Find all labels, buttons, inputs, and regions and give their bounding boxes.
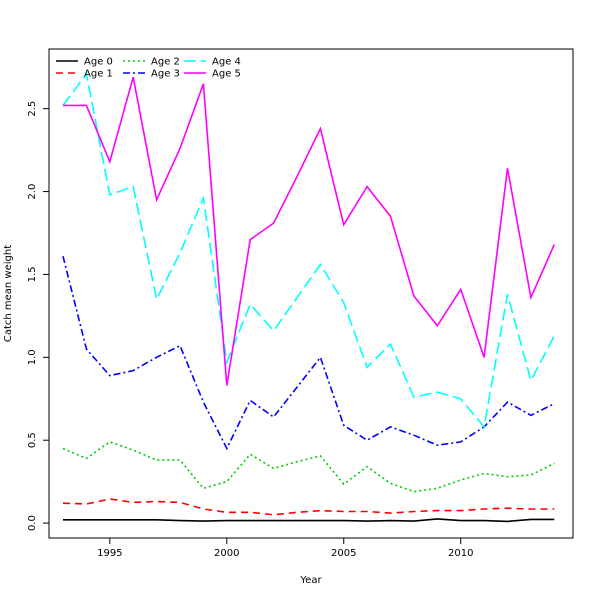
- y-tick-label: 2.5: [27, 101, 38, 117]
- legend-label: Age 5: [212, 69, 241, 80]
- y-axis-title: Catch mean weight: [3, 245, 14, 342]
- legend-label: Age 3: [151, 69, 180, 80]
- legend-label: Age 0: [84, 57, 113, 68]
- x-tick-label: 2000: [214, 548, 239, 559]
- x-tick-label: 2010: [448, 548, 473, 559]
- series-layer: [62, 71, 556, 523]
- x-tick-label: 1995: [97, 548, 122, 559]
- x-tick-label: 2005: [331, 548, 356, 559]
- series-line-age-4: [62, 71, 556, 429]
- y-tick-label: 2.0: [27, 184, 38, 200]
- y-tick-label: 0.5: [27, 432, 38, 448]
- plot-frame: [48, 48, 574, 539]
- series-line-age-3: [62, 256, 555, 451]
- series-line-age-5: [63, 76, 556, 386]
- legend-label: Age 4: [212, 57, 241, 68]
- x-axis-title: Year: [299, 575, 322, 586]
- legend-label: Age 2: [151, 57, 180, 68]
- y-axis: 0.0 0.5 1.0 1.5 2.0 2.5: [27, 101, 49, 531]
- y-tick-label: 1.5: [27, 266, 38, 282]
- series-line-age-1: [62, 498, 555, 516]
- y-tick-label: 1.0: [27, 349, 38, 365]
- x-axis: 1995 2000 2005 2010: [97, 538, 473, 559]
- series-line-age-2: [62, 441, 555, 493]
- series-line-age-0: [63, 518, 555, 523]
- legend-label: Age 1: [84, 69, 113, 80]
- y-tick-label: 0.0: [27, 515, 38, 531]
